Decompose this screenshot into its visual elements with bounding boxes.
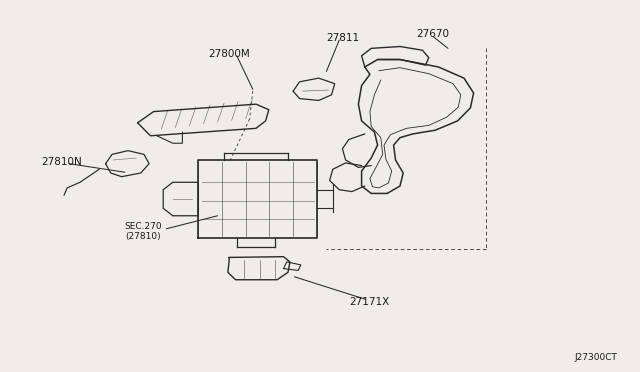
Text: 27171X: 27171X [349, 297, 389, 307]
Text: J27300CT: J27300CT [575, 353, 618, 362]
Text: 27670: 27670 [416, 29, 449, 39]
Text: 27800M: 27800M [208, 49, 250, 59]
Text: 27810N: 27810N [42, 157, 83, 167]
Text: 27811: 27811 [326, 33, 360, 43]
Text: SEC.270
(27810): SEC.270 (27810) [125, 222, 163, 241]
